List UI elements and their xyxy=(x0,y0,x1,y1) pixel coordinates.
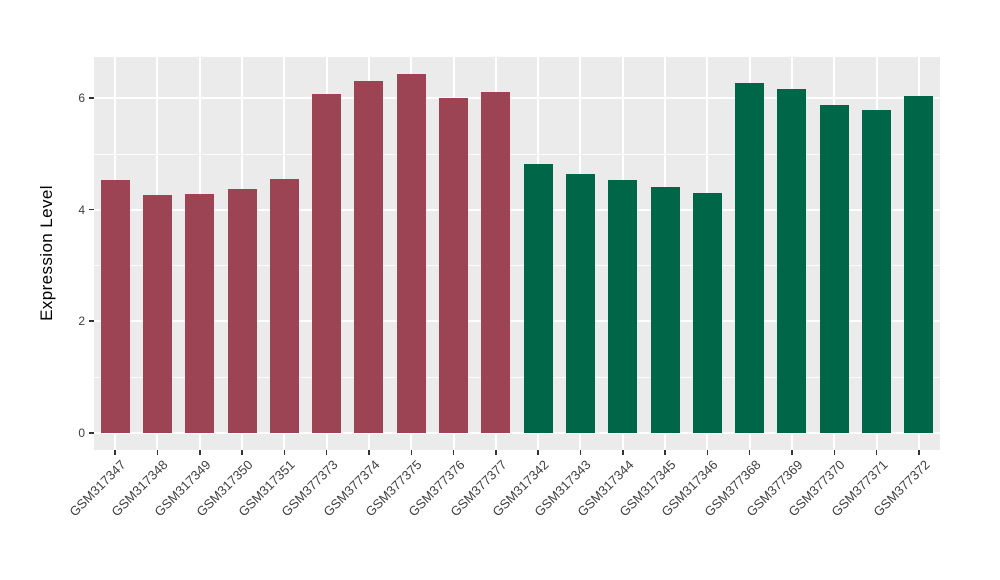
gridline-minor-y xyxy=(94,265,940,267)
x-tick-mark xyxy=(495,450,497,455)
bar-GSM377376 xyxy=(439,98,469,433)
bar-GSM317342 xyxy=(523,164,553,433)
bar-GSM317350 xyxy=(227,189,257,433)
x-tick-mark xyxy=(368,450,370,455)
bar-GSM317349 xyxy=(185,193,215,433)
bar-GSM377377 xyxy=(481,91,511,433)
gridline-minor-y xyxy=(94,153,940,155)
plot-panel xyxy=(94,57,940,450)
y-tick-mark xyxy=(89,97,94,99)
y-tick-label: 0 xyxy=(78,426,85,440)
x-tick-mark xyxy=(325,450,328,455)
bar-GSM377373 xyxy=(312,94,342,433)
x-tick-mark xyxy=(114,450,116,455)
gridline-major-y xyxy=(94,208,940,211)
x-tick-mark xyxy=(664,450,666,455)
y-tick-label: 4 xyxy=(78,202,85,217)
bar-GSM317351 xyxy=(269,179,299,433)
x-tick-mark xyxy=(156,450,159,455)
y-tick-label: 2 xyxy=(78,314,85,329)
bar-GSM377371 xyxy=(862,109,892,433)
bar-GSM377370 xyxy=(819,104,849,433)
bar-GSM377368 xyxy=(735,82,765,433)
gridline-major-y xyxy=(94,320,940,323)
x-tick-mark xyxy=(918,450,920,455)
bar-GSM377372 xyxy=(904,95,934,433)
x-tick-mark xyxy=(241,450,243,455)
bar-GSM377369 xyxy=(777,89,807,433)
bar-GSM317347 xyxy=(100,180,130,433)
gridline-major-y xyxy=(94,97,940,100)
y-tick-mark xyxy=(89,320,94,322)
x-tick-mark xyxy=(748,450,751,455)
bar-GSM317348 xyxy=(142,195,172,433)
y-tick-mark xyxy=(89,208,94,211)
x-tick-mark xyxy=(791,450,793,455)
x-tick-mark xyxy=(537,450,539,455)
gridline-minor-y xyxy=(94,376,940,378)
x-tick-mark xyxy=(706,450,709,455)
gridline-major-y xyxy=(94,432,940,434)
bar-GSM317343 xyxy=(565,173,595,433)
y-tick-label: 6 xyxy=(78,91,85,106)
bar-GSM377375 xyxy=(396,74,426,433)
x-tick-mark xyxy=(833,450,835,455)
bar-GSM317345 xyxy=(650,187,680,433)
bar-GSM317346 xyxy=(692,192,722,433)
x-tick-mark xyxy=(875,450,878,455)
bar-GSM317344 xyxy=(608,180,638,433)
bar-GSM377374 xyxy=(354,81,384,433)
x-tick-mark xyxy=(622,450,624,455)
x-tick-mark xyxy=(452,450,455,455)
x-tick-mark xyxy=(283,450,286,455)
x-tick-mark xyxy=(199,450,201,455)
x-tick-mark xyxy=(579,450,582,455)
y-tick-mark xyxy=(89,432,94,434)
x-tick-mark xyxy=(410,450,412,455)
